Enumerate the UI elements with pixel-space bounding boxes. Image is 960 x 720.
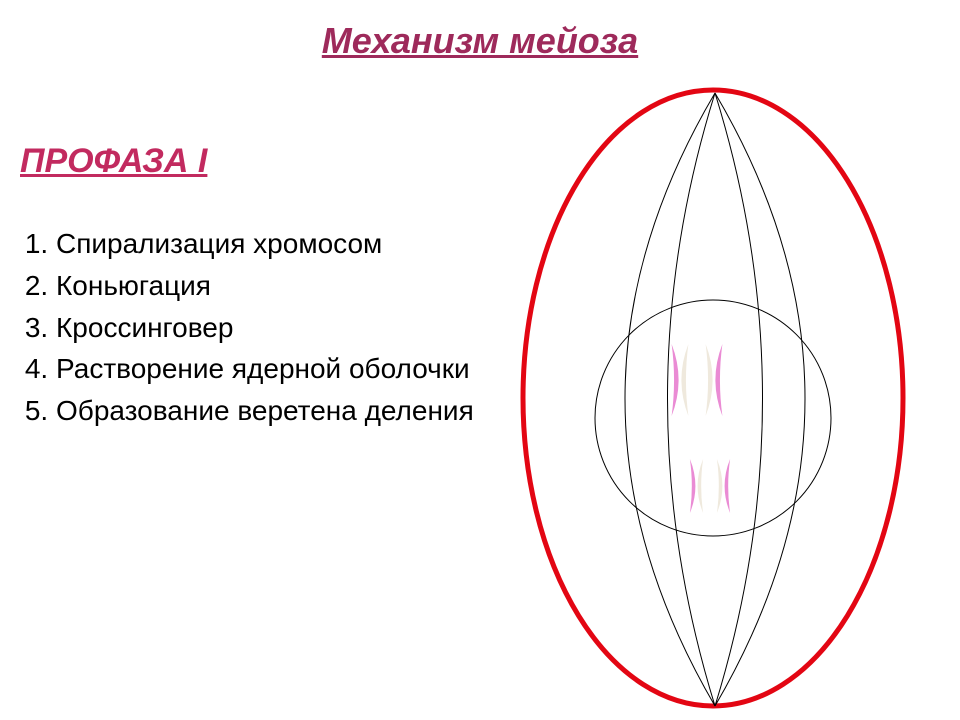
chromatid (715, 344, 722, 416)
chromatid (717, 459, 723, 513)
list-item: Кроссинговер (56, 309, 474, 347)
cell-diagram (465, 78, 960, 718)
chromatid (690, 459, 696, 513)
cell-membrane (523, 90, 903, 706)
spindle-fiber (715, 93, 805, 706)
section-subtitle: ПРОФАЗА I (20, 142, 207, 181)
list-item: Коньюгация (56, 267, 474, 305)
chromatid (725, 459, 731, 513)
spindle-fiber (625, 93, 715, 706)
spindle-fiber (715, 93, 763, 706)
list-item: Растворение ядерной оболочки (56, 350, 474, 388)
page-title: Механизм мейоза (0, 20, 960, 62)
steps-list: Спирализация хромосом Коньюгация Кроссин… (20, 225, 474, 434)
chromosome-pair-2 (690, 459, 730, 513)
chromosome-pair-1 (672, 344, 723, 416)
list-item: Спирализация хромосом (56, 225, 474, 263)
chromatid (672, 344, 679, 416)
chromatid (706, 344, 713, 416)
list-item: Образование веретена деления (56, 392, 474, 430)
chromatid (681, 344, 688, 416)
chromatid (698, 459, 704, 513)
nucleus (595, 300, 831, 536)
